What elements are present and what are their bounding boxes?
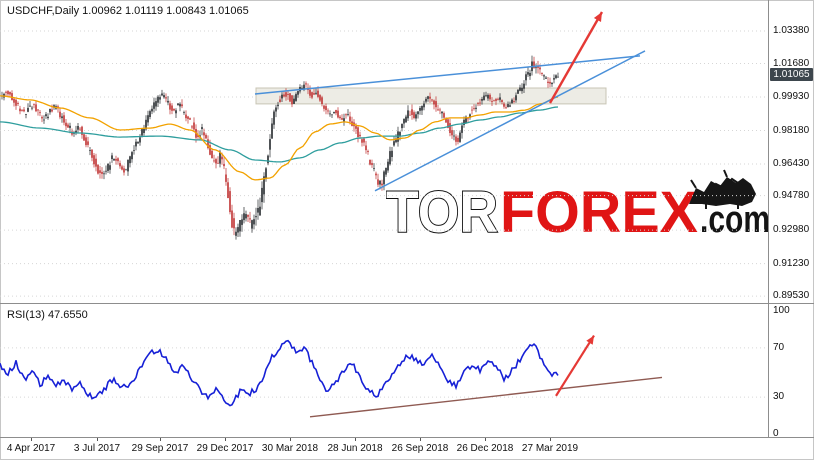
time-tick xyxy=(485,438,486,441)
price-axis-label: 0.99930 xyxy=(773,91,810,103)
rsi-axis-label: 70 xyxy=(773,341,785,353)
rsi-axis-label: 100 xyxy=(773,305,790,316)
rsi-level-lines xyxy=(0,347,768,398)
price-axis-label: 0.94780 xyxy=(773,189,810,201)
time-tick xyxy=(31,438,32,441)
rsi-label: RSI(13) 47.6550 xyxy=(7,309,88,321)
watermark-tor: TOR xyxy=(386,180,498,245)
rsi-axis-label: 0 xyxy=(773,428,779,439)
time-tick xyxy=(225,438,226,441)
time-axis-label: 29 Sep 2017 xyxy=(131,443,189,454)
time-axis-label: 4 Apr 2017 xyxy=(6,443,56,454)
time-tick xyxy=(550,438,551,441)
rsi-axis[interactable]: 100 70 30 0 xyxy=(769,304,814,439)
price-axis-label: 1.01680 xyxy=(773,57,810,69)
time-axis-label: 26 Sep 2018 xyxy=(391,443,449,454)
time-axis-label: 26 Dec 2018 xyxy=(456,443,514,454)
price-axis-label: 0.96430 xyxy=(773,158,810,170)
forecast-arrow[interactable] xyxy=(548,11,604,104)
time-axis-label: 28 Jun 2018 xyxy=(327,443,383,454)
chart-title: USDCHF,Daily 1.00962 1.01119 1.00843 1.0… xyxy=(7,5,249,17)
watermark: TOR FOREX .com xyxy=(386,169,770,246)
axis-separator xyxy=(768,0,769,437)
current-price-badge: 1.01065 xyxy=(770,68,813,82)
price-axis-label: 0.98180 xyxy=(773,124,810,136)
panel-splitter[interactable] xyxy=(0,303,814,304)
watermark-com: .com xyxy=(700,199,770,241)
rsi-trendline[interactable] xyxy=(309,376,663,418)
price-chart-canvas[interactable] xyxy=(0,0,768,303)
price-gridlines xyxy=(0,30,768,297)
time-tick xyxy=(160,438,161,441)
price-axis-label: 1.03380 xyxy=(773,25,810,36)
ma-slow-line[interactable] xyxy=(0,106,559,163)
trendline-2[interactable] xyxy=(374,50,646,192)
price-axis-label: 0.91230 xyxy=(773,257,810,269)
price-axis-label: 0.89530 xyxy=(773,290,810,302)
rsi-line[interactable] xyxy=(0,339,559,407)
time-tick xyxy=(290,438,291,441)
candles xyxy=(1,55,559,240)
watermark-forex: FOREX xyxy=(500,180,698,245)
bull-bear-logo xyxy=(689,169,756,209)
time-tick xyxy=(97,438,98,441)
time-axis-separator xyxy=(0,437,814,438)
time-tick xyxy=(355,438,356,441)
rsi-forecast-arrow[interactable] xyxy=(555,335,595,397)
price-axis-label: 0.92980 xyxy=(773,224,810,236)
time-tick xyxy=(420,438,421,441)
time-axis-label: 29 Dec 2017 xyxy=(196,443,254,454)
price-axis[interactable]: 1.03380 1.01680 0.99930 0.98180 0.96430 0.947… xyxy=(769,0,814,437)
time-axis[interactable]: 4 Apr 2017 3 Jul 2017 29 Sep 2017 29 Dec 20… xyxy=(0,438,814,460)
time-axis-label: 30 Mar 2018 xyxy=(261,443,319,454)
time-axis-label: 3 Jul 2017 xyxy=(73,443,121,454)
rsi-axis-label: 30 xyxy=(773,391,785,403)
ma-fast-line[interactable] xyxy=(0,95,559,181)
trendline-1[interactable] xyxy=(254,55,641,95)
time-axis-label: 27 Mar 2019 xyxy=(521,443,579,454)
rsi-canvas[interactable] xyxy=(0,304,768,437)
